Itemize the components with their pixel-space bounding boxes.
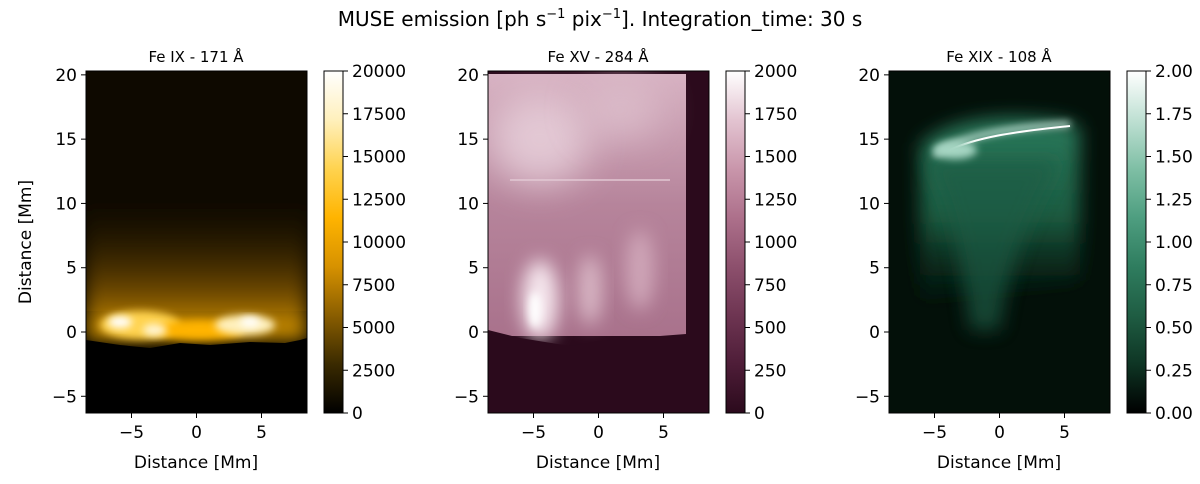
colorbar-tick-label: 0.25 (1155, 361, 1193, 381)
panel-fe-xv: Fe XV - 284 Å −5 0 5 −5 0 5 10 15 20 Distance [M… (454, 47, 797, 473)
axes: −5 0 5 −5 0 5 10 15 20 (855, 66, 1070, 443)
x-axis-label: Distance [Mm] (937, 453, 1061, 473)
y-tick-label: 0 (468, 323, 479, 343)
colorbar-tick-label: 750 (754, 276, 786, 296)
y-tick-label: 5 (869, 259, 880, 279)
colorbar-tick-label: 1500 (754, 148, 797, 168)
y-axis-label: Distance [Mm] (16, 180, 36, 304)
colorbar (323, 70, 344, 414)
colorbar-tick-label: 2000 (754, 62, 797, 82)
y-tick-label: 5 (66, 259, 77, 279)
colorbar-tick-label: 0 (754, 404, 765, 424)
colorbar-tick-label: 10000 (352, 233, 406, 253)
y-tick-label: 15 (858, 130, 880, 150)
x-tick-label: 0 (593, 423, 604, 443)
colorbar-tick-label: 2.00 (1155, 62, 1193, 82)
colorbar-axis: 0 2500 5000 7500 10000 12500 15000 17500 20000 (343, 62, 406, 424)
colorbar-tick-label: 1.75 (1155, 105, 1193, 125)
x-tick-label: 5 (256, 423, 267, 443)
colorbar-axis: 0.00 0.25 0.50 0.75 1.00 1.25 1.50 1.75 2.00 (1146, 62, 1193, 424)
x-axis-label: Distance [Mm] (134, 453, 258, 473)
colorbar-tick-label: 2500 (352, 361, 395, 381)
y-tick-label: 15 (457, 130, 479, 150)
y-tick-label: 20 (858, 66, 880, 86)
x-tick-label: 0 (191, 423, 202, 443)
colorbar-tick-label: 17500 (352, 105, 406, 125)
colorbar-tick-label: 12500 (352, 190, 406, 210)
y-tick-label: 20 (457, 66, 479, 86)
heatmap-image (889, 71, 1110, 413)
y-tick-label: 20 (55, 66, 77, 86)
x-tick-label: 0 (994, 423, 1005, 443)
y-tick-label: 10 (457, 194, 479, 214)
heatmap-image (488, 71, 709, 413)
x-tick-label: −5 (922, 423, 947, 443)
panel-fe-xix: Fe XIX - 108 Å −5 0 5 −5 0 5 10 15 20 Distance [… (855, 47, 1193, 473)
colorbar (725, 70, 746, 414)
figure-title: MUSE emission [ph s−1 pix−1]. Integratio… (338, 7, 863, 31)
colorbar-axis: 0 250 500 750 1000 1250 1500 1750 2000 (745, 62, 797, 424)
colorbar (1126, 70, 1147, 414)
colorbar-tick-label: 15000 (352, 148, 406, 168)
colorbar-tick-label: 0.00 (1155, 404, 1193, 424)
y-tick-label: 10 (858, 194, 880, 214)
x-tick-label: −5 (521, 423, 546, 443)
y-tick-label: −5 (52, 387, 77, 407)
panel-fe-ix: Fe IX - 171 Å −5 0 5 −5 0 5 10 15 20 Distance [M… (16, 47, 406, 473)
panel-title: Fe XV - 284 Å (548, 47, 650, 66)
y-tick-label: 0 (869, 323, 880, 343)
colorbar-tick-label: 1250 (754, 190, 797, 210)
colorbar-tick-label: 1.50 (1155, 148, 1193, 168)
panel-title: Fe XIX - 108 Å (946, 47, 1052, 66)
colorbar-tick-label: 1.00 (1155, 233, 1193, 253)
colorbar-tick-label: 7500 (352, 276, 395, 296)
x-tick-label: 5 (1059, 423, 1070, 443)
x-tick-label: −5 (119, 423, 144, 443)
colorbar-tick-label: 1000 (754, 233, 797, 253)
x-axis-label: Distance [Mm] (536, 453, 660, 473)
colorbar-tick-label: 1750 (754, 105, 797, 125)
y-tick-label: 0 (66, 323, 77, 343)
colorbar-tick-label: 5000 (352, 319, 395, 339)
colorbar-tick-label: 0 (352, 404, 363, 424)
axes: −5 0 5 −5 0 5 10 15 20 (52, 66, 267, 443)
y-tick-label: −5 (454, 387, 479, 407)
colorbar-tick-label: 1.25 (1155, 190, 1193, 210)
heatmap-image (86, 71, 307, 413)
panel-title: Fe IX - 171 Å (148, 47, 244, 66)
colorbar-tick-label: 20000 (352, 62, 406, 82)
axes: −5 0 5 −5 0 5 10 15 20 (454, 66, 669, 443)
x-tick-label: 5 (658, 423, 669, 443)
colorbar-tick-label: 0.50 (1155, 319, 1193, 339)
y-tick-label: 15 (55, 130, 77, 150)
y-tick-label: 10 (55, 194, 77, 214)
colorbar-tick-label: 0.75 (1155, 276, 1193, 296)
colorbar-tick-label: 500 (754, 319, 786, 339)
y-tick-label: −5 (855, 387, 880, 407)
colorbar-tick-label: 250 (754, 361, 786, 381)
y-tick-label: 5 (468, 259, 479, 279)
